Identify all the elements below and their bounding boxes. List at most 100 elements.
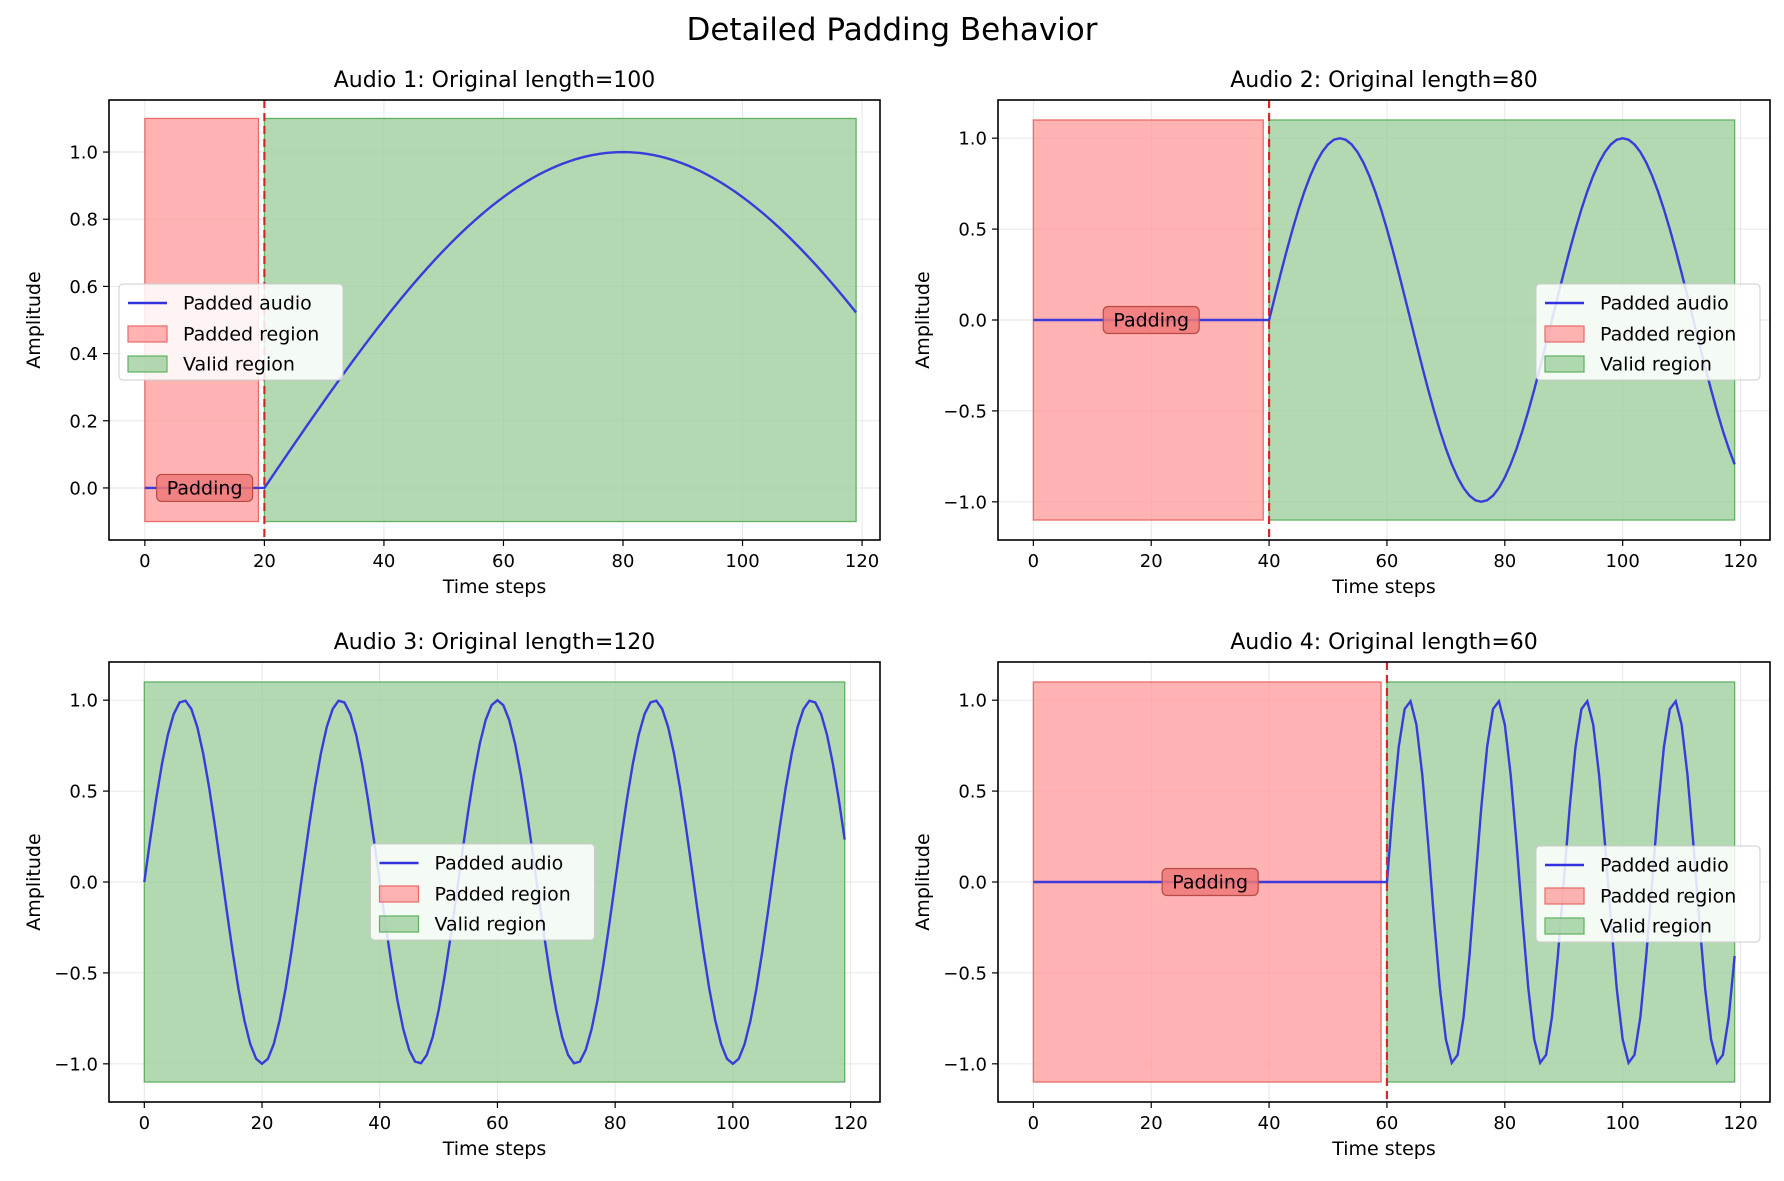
y-tick-label: 0.0 [69,873,98,894]
legend-swatch-padded [378,885,420,903]
x-tick-label: 100 [725,551,759,572]
x-tick-label: 20 [251,1113,274,1134]
x-tick-label: 40 [368,1113,391,1134]
y-tick-label: 0.0 [69,478,98,499]
subplot-4: Padding 0 20 40 60 80 100 120 −1.0 −0.5 0.0 0.5 1.0 A… [912,630,1771,1160]
x-axis-label: Time steps [442,576,547,598]
legend-label: Padded region [1600,324,1736,346]
legend-label: Padded audio [1600,293,1729,315]
padding-annotation-box [156,473,254,503]
padding-annotation-label: Padding [1172,872,1248,894]
x-tick-label: 100 [1605,1113,1639,1134]
x-tick-label: 60 [486,1113,509,1134]
padding-annotation-label: Padding [1113,310,1189,332]
legend-swatch-valid [378,915,420,933]
legend-label: Padded audio [1600,855,1729,877]
subplot-title: Audio 1: Original length=100 [334,68,656,93]
x-tick-label: 80 [1493,551,1516,572]
legend-label: Valid region [1600,916,1712,938]
x-tick-label: 100 [716,1113,750,1134]
legend-label: Padded audio [435,853,564,875]
y-tick-label: 0.0 [958,873,987,894]
y-tick-label: −1.0 [943,1054,987,1075]
legend-frame [1535,845,1761,943]
x-tick-label: 40 [1258,551,1281,572]
y-tick-label: −1.0 [54,1054,98,1075]
x-tick-label: 120 [1723,551,1757,572]
y-axis-label: Amplitude [23,833,45,930]
x-axis-label: Time steps [442,1138,547,1160]
subplot-title: Audio 2: Original length=80 [1230,68,1538,93]
x-axis-label: Time steps [1331,576,1436,598]
padded-audio-line [143,698,846,1066]
figure-title: Detailed Padding Behavior [686,12,1097,48]
y-tick-label: 1.0 [958,691,987,712]
y-tick-label: −0.5 [54,963,98,984]
y-axis-label: Amplitude [912,833,934,930]
padding-annotation-box [1161,867,1259,897]
y-tick-label: −0.5 [943,401,987,422]
subplot-2: Padding 0 20 40 60 80 100 120 −1.0 −0.5 0.0 0.5 1.0 A… [912,68,1771,598]
legend-label: Valid region [183,354,295,376]
valid-region [263,117,857,523]
y-tick-label: 1.0 [69,143,98,164]
subplot-title: Audio 4: Original length=60 [1230,630,1538,655]
subplot-title: Audio 3: Original length=120 [334,630,656,655]
y-tick-label: −0.5 [943,963,987,984]
padding-annotation-box [1102,305,1200,335]
x-tick-label: 120 [833,1113,867,1134]
legend-swatch-valid [1544,917,1585,935]
x-tick-label: 20 [253,551,276,572]
x-tick-label: 40 [1258,1113,1281,1134]
y-tick-label: 0.4 [69,344,98,365]
x-tick-label: 60 [1375,1113,1398,1134]
padding-annotation-label: Padding [167,477,243,499]
legend: Padded audio Padded region Valid region [370,843,595,941]
legend-swatch-padded [1544,325,1585,343]
legend-swatch-padded [1544,887,1585,905]
legend-label: Valid region [1600,354,1712,376]
x-tick-label: 0 [1028,1113,1039,1134]
x-tick-label: 80 [604,1113,627,1134]
y-tick-label: −1.0 [943,492,987,513]
x-tick-label: 20 [1140,551,1163,572]
legend-frame [370,843,595,941]
x-tick-label: 100 [1605,551,1639,572]
subplot-3: 0 20 40 60 80 100 120 −1.0 −0.5 0.0 0.5 1.0 Audio 3:… [23,630,881,1160]
legend: Padded audio Padded region Valid region [1535,283,1761,381]
x-tick-label: 60 [1375,551,1398,572]
x-axis-label: Time steps [1331,1138,1436,1160]
x-tick-label: 0 [139,551,150,572]
x-tick-label: 120 [845,551,879,572]
legend-frame [1535,283,1761,381]
y-tick-label: 1.0 [958,129,987,150]
x-tick-label: 80 [1493,1113,1516,1134]
x-tick-label: 0 [139,1113,150,1134]
y-tick-label: 0.8 [69,210,98,231]
y-tick-label: 1.0 [69,691,98,712]
legend-label: Padded region [183,324,319,346]
axes-frame [108,99,881,541]
legend-label: Valid region [435,914,547,936]
padded-audio-line [1033,698,1736,1066]
y-axis-label: Amplitude [912,271,934,368]
legend-label: Padded audio [183,293,312,315]
subplot-1: Padding 0 20 40 60 80 100 120 0.0 0.2 0.4 0.6 0.8 1.0… [23,68,881,598]
legend-swatch-valid [127,355,168,373]
y-tick-label: 0.5 [958,782,987,803]
legend-label: Padded region [435,884,571,906]
y-tick-label: 0.5 [958,220,987,241]
x-tick-label: 40 [372,551,395,572]
legend-frame [118,283,344,381]
legend-label: Padded region [1600,886,1736,908]
x-tick-label: 60 [492,551,515,572]
x-tick-label: 80 [612,551,635,572]
x-tick-label: 0 [1028,551,1039,572]
legend: Padded audio Padded region Valid region [118,283,344,381]
y-tick-label: 0.6 [69,277,98,298]
legend: Padded audio Padded region Valid region [1535,845,1761,943]
y-tick-label: 0.0 [958,311,987,332]
y-tick-label: 0.2 [69,411,98,432]
padded-audio-line [144,150,858,490]
